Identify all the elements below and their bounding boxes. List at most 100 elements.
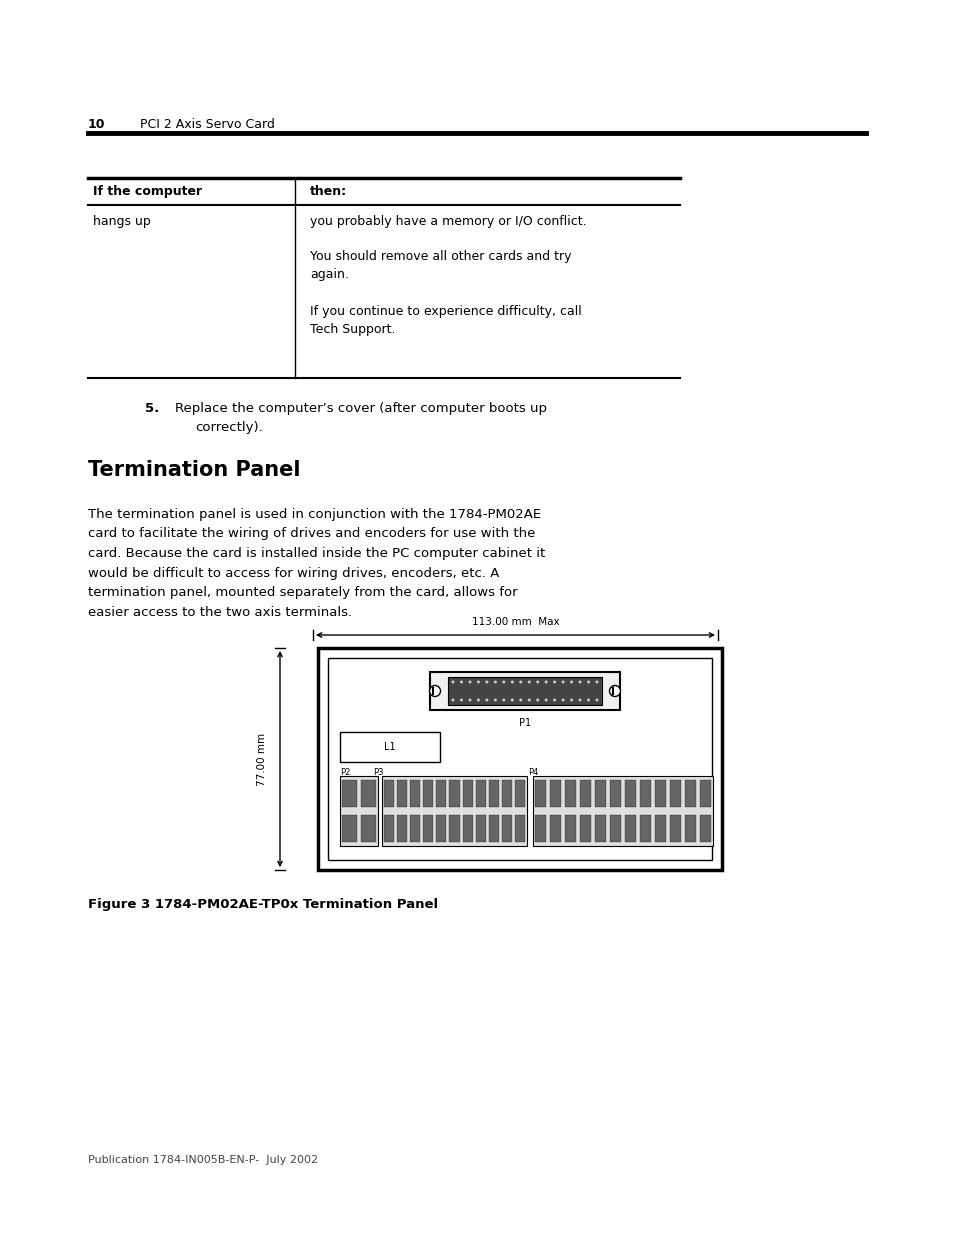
Bar bbox=[624, 815, 636, 842]
Bar bbox=[489, 815, 498, 842]
Circle shape bbox=[485, 680, 488, 683]
Text: would be difficult to access for wiring drives, encoders, etc. A: would be difficult to access for wiring … bbox=[88, 567, 498, 579]
Circle shape bbox=[527, 699, 530, 701]
Circle shape bbox=[485, 699, 488, 701]
Bar bbox=[654, 781, 665, 806]
Text: You should remove all other cards and try: You should remove all other cards and tr… bbox=[310, 249, 571, 263]
Bar bbox=[383, 781, 394, 806]
Bar bbox=[684, 815, 696, 842]
Bar bbox=[594, 781, 605, 806]
Bar bbox=[339, 776, 377, 846]
Circle shape bbox=[451, 699, 454, 701]
Circle shape bbox=[518, 680, 521, 683]
Circle shape bbox=[595, 699, 598, 701]
Bar bbox=[639, 815, 651, 842]
Bar bbox=[535, 781, 546, 806]
Bar bbox=[549, 815, 560, 842]
Bar bbox=[639, 781, 651, 806]
Bar bbox=[489, 781, 498, 806]
Bar bbox=[462, 815, 472, 842]
Text: 77.00 mm: 77.00 mm bbox=[256, 732, 267, 785]
Bar bbox=[579, 781, 591, 806]
Text: 5.: 5. bbox=[145, 403, 159, 415]
Bar bbox=[501, 781, 512, 806]
Text: correctly).: correctly). bbox=[194, 421, 262, 433]
Circle shape bbox=[570, 699, 573, 701]
Bar bbox=[669, 781, 680, 806]
Bar bbox=[361, 781, 375, 806]
Circle shape bbox=[536, 699, 538, 701]
Bar bbox=[476, 781, 485, 806]
Bar bbox=[396, 781, 406, 806]
Text: 10: 10 bbox=[88, 119, 106, 131]
Circle shape bbox=[476, 680, 479, 683]
Bar bbox=[410, 781, 419, 806]
Circle shape bbox=[570, 680, 573, 683]
Circle shape bbox=[544, 699, 547, 701]
Bar bbox=[515, 781, 525, 806]
Circle shape bbox=[510, 699, 514, 701]
Bar bbox=[317, 648, 721, 869]
Text: then:: then: bbox=[310, 185, 347, 198]
Circle shape bbox=[459, 680, 462, 683]
Bar bbox=[342, 781, 356, 806]
Circle shape bbox=[502, 699, 505, 701]
Circle shape bbox=[510, 680, 514, 683]
Bar bbox=[449, 815, 459, 842]
Bar bbox=[436, 815, 446, 842]
Text: again.: again. bbox=[310, 268, 349, 282]
Circle shape bbox=[518, 699, 521, 701]
Bar bbox=[624, 781, 636, 806]
Bar bbox=[654, 815, 665, 842]
Text: card. Because the card is installed inside the PC computer cabinet it: card. Because the card is installed insi… bbox=[88, 547, 545, 559]
Circle shape bbox=[609, 685, 619, 697]
Circle shape bbox=[586, 699, 589, 701]
Bar bbox=[342, 815, 356, 842]
Bar bbox=[533, 776, 712, 846]
Text: P2: P2 bbox=[339, 768, 350, 777]
Text: L1: L1 bbox=[384, 742, 395, 752]
Bar bbox=[449, 781, 459, 806]
Circle shape bbox=[578, 699, 581, 701]
Bar bbox=[515, 815, 525, 842]
Text: If the computer: If the computer bbox=[92, 185, 202, 198]
Circle shape bbox=[494, 699, 497, 701]
Bar bbox=[328, 658, 711, 860]
Bar bbox=[361, 815, 375, 842]
Bar bbox=[549, 781, 560, 806]
Bar bbox=[430, 672, 619, 710]
Bar bbox=[436, 781, 446, 806]
Circle shape bbox=[494, 680, 497, 683]
Circle shape bbox=[553, 699, 556, 701]
Text: Termination Panel: Termination Panel bbox=[88, 459, 300, 480]
Circle shape bbox=[468, 699, 471, 701]
Text: P3: P3 bbox=[373, 768, 383, 777]
Bar bbox=[339, 732, 439, 762]
Text: P1: P1 bbox=[518, 718, 531, 727]
Circle shape bbox=[451, 680, 454, 683]
Bar bbox=[501, 815, 512, 842]
Bar bbox=[383, 815, 394, 842]
Text: Figure 3 1784-PM02AE-TP0x Termination Panel: Figure 3 1784-PM02AE-TP0x Termination Pa… bbox=[88, 898, 437, 911]
Text: Tech Support.: Tech Support. bbox=[310, 324, 395, 336]
Circle shape bbox=[476, 699, 479, 701]
Text: Replace the computer’s cover (after computer boots up: Replace the computer’s cover (after comp… bbox=[174, 403, 546, 415]
Text: easier access to the two axis terminals.: easier access to the two axis terminals. bbox=[88, 605, 352, 619]
Circle shape bbox=[527, 680, 530, 683]
Circle shape bbox=[536, 680, 538, 683]
Circle shape bbox=[586, 680, 589, 683]
Bar bbox=[396, 815, 406, 842]
Bar bbox=[594, 815, 605, 842]
Circle shape bbox=[502, 680, 505, 683]
Bar bbox=[423, 781, 433, 806]
Text: Publication 1784-IN005B-EN-P-  July 2002: Publication 1784-IN005B-EN-P- July 2002 bbox=[88, 1155, 317, 1165]
Text: The termination panel is used in conjunction with the 1784-PM02AE: The termination panel is used in conjunc… bbox=[88, 508, 540, 521]
Bar bbox=[423, 815, 433, 842]
Bar bbox=[669, 815, 680, 842]
Bar bbox=[462, 781, 472, 806]
Text: card to facilitate the wiring of drives and encoders for use with the: card to facilitate the wiring of drives … bbox=[88, 527, 535, 541]
Bar bbox=[476, 815, 485, 842]
Bar bbox=[609, 781, 620, 806]
Text: termination panel, mounted separately from the card, allows for: termination panel, mounted separately fr… bbox=[88, 585, 517, 599]
Text: 113.00 mm  Max: 113.00 mm Max bbox=[471, 618, 558, 627]
